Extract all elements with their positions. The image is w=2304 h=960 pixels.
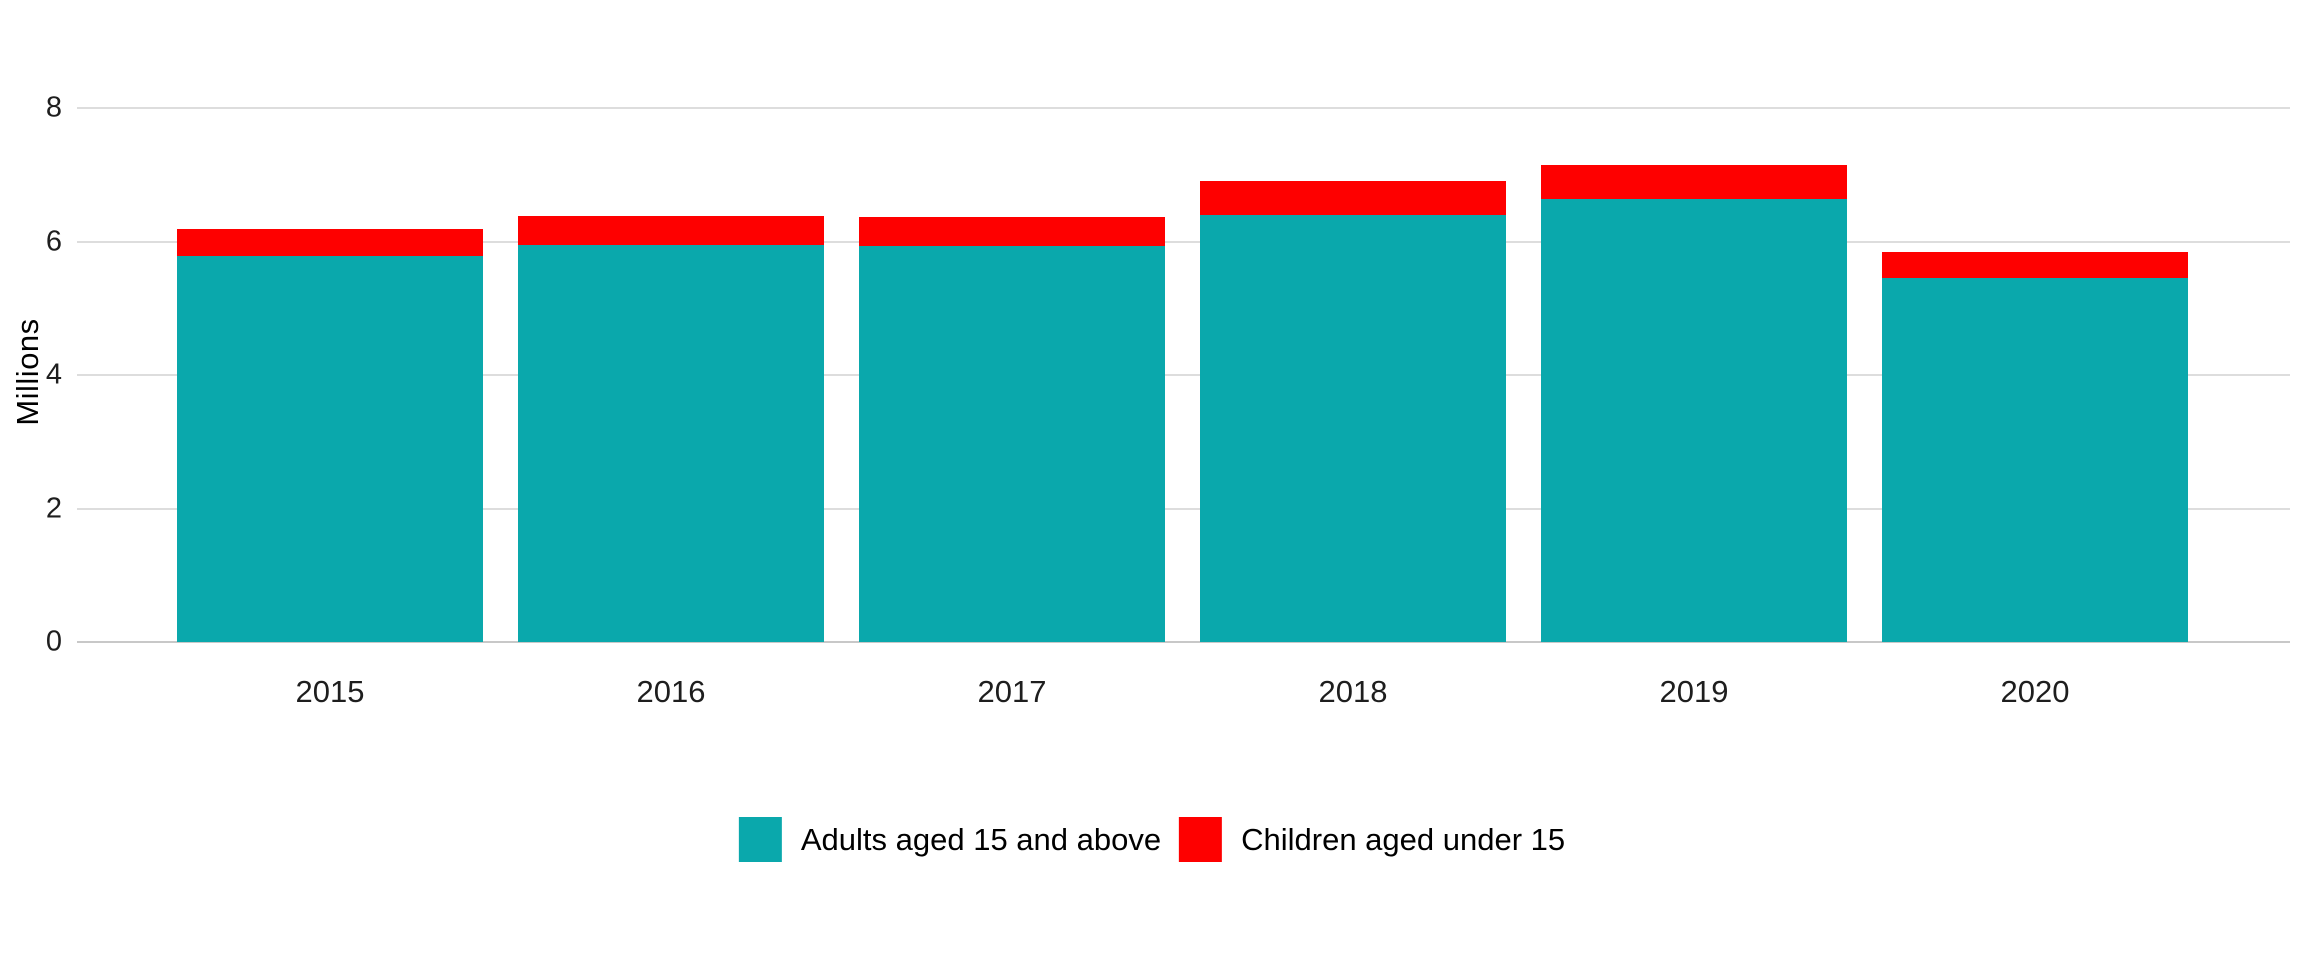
legend-item-children[interactable]: Children aged under 15 [1179,817,1565,862]
y-tick-8: 8 [45,91,62,124]
bar-2019 [1541,164,1847,642]
bar-2016-children-segment[interactable] [518,216,824,246]
bar-2017 [859,216,1165,642]
y-tick-4: 4 [45,358,62,391]
gridline-8 [77,107,2290,109]
bar-2015-children-segment[interactable] [177,228,483,256]
bar-2017-adults-segment[interactable] [859,246,1165,642]
legend: Adults aged 15 and above Children aged u… [738,817,1565,862]
y-tick-0: 0 [45,625,62,658]
bar-2018-adults-segment[interactable] [1200,214,1506,642]
x-label-2016: 2016 [636,674,706,709]
bar-2015 [177,228,483,642]
y-tick-6: 6 [45,225,62,257]
legend-item-adults[interactable]: Adults aged 15 and above [738,817,1162,862]
legend-swatch-adults-icon [738,817,782,862]
x-label-2018: 2018 [1318,674,1388,709]
gridline-2 [77,507,2290,510]
bar-2019-adults-segment[interactable] [1541,198,1847,642]
bar-2017-children-segment[interactable] [859,216,1165,247]
legend-label-adults: Adults aged 15 and above [800,821,1162,857]
x-label-2015: 2015 [295,674,365,709]
legend-swatch-children-icon [1179,817,1223,862]
gridline-4 [77,374,2290,376]
bar-2019-children-segment[interactable] [1541,164,1847,199]
x-label-2017: 2017 [977,674,1047,709]
gridline-0 [77,641,2290,643]
x-label-2020: 2020 [2000,674,2070,709]
x-label-2019: 2019 [1659,674,1729,709]
legend-label-children: Children aged under 15 [1241,821,1566,857]
gridline-6 [77,240,2290,243]
bar-2015-adults-segment[interactable] [177,255,483,642]
bar-2020 [1882,251,2188,642]
bar-2020-children-segment[interactable] [1882,251,2188,278]
bar-2016 [518,216,824,642]
y-tick-2: 2 [45,492,62,524]
bar-2020-adults-segment[interactable] [1882,277,2188,642]
bar-2018 [1200,180,1506,642]
bar-2018-children-segment[interactable] [1200,180,1506,215]
bar-2016-adults-segment[interactable] [518,245,824,642]
